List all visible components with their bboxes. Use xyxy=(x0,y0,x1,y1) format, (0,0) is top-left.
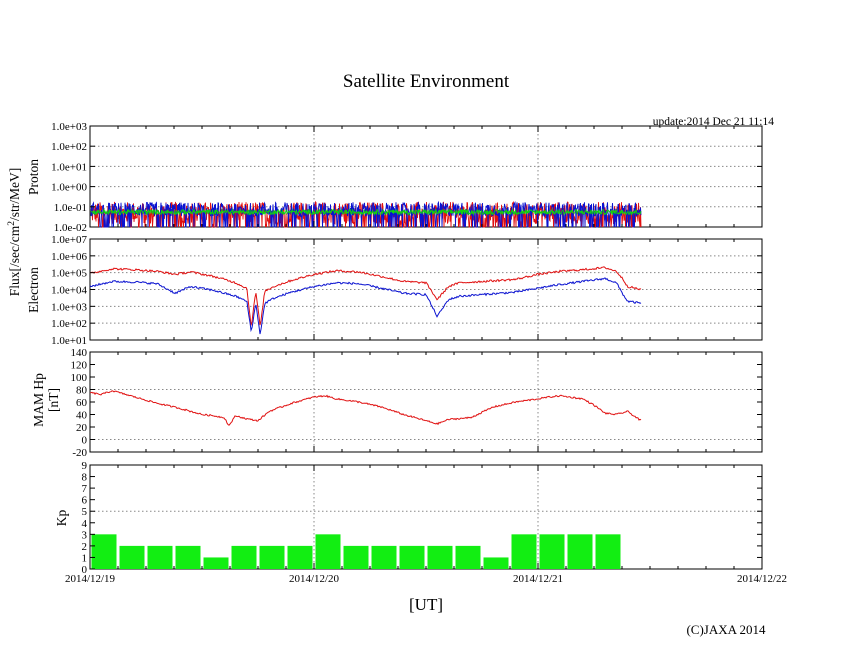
kp-bar xyxy=(343,545,369,569)
y-tick-label: 1.0e-02 xyxy=(54,222,87,234)
y-tick-label: 1.0e+01 xyxy=(51,161,87,173)
kp-bar xyxy=(539,534,565,569)
y-tick-label: 8 xyxy=(82,472,88,484)
mam-hp-ylabel: MAM Hp xyxy=(31,373,46,427)
update-timestamp: update:2014 Dec 21 11:14 xyxy=(653,116,775,128)
kp-bar xyxy=(567,534,593,569)
kp-bar xyxy=(399,545,425,569)
kp-bar xyxy=(511,534,537,569)
kp-bar xyxy=(427,545,453,569)
y-tick-label: 1.0e+05 xyxy=(51,268,87,280)
kp-bar xyxy=(203,557,229,569)
y-tick-label: 0 xyxy=(82,564,88,576)
y-tick-label: 1.0e+06 xyxy=(51,251,87,263)
data-series xyxy=(89,200,642,569)
electron-red-line xyxy=(89,266,642,326)
y-tick-label: 40 xyxy=(76,410,88,422)
y-tick-label: 100 xyxy=(71,372,88,384)
y-tick-label: 4 xyxy=(82,518,88,530)
y-tick-label: 2 xyxy=(82,541,88,553)
mam-hp-red-line xyxy=(89,390,642,426)
y-tick-label: 3 xyxy=(82,529,88,541)
x-tick-label: 2014/12/22 xyxy=(737,573,787,585)
y-tick-label: -20 xyxy=(72,447,87,459)
kp-bar xyxy=(483,557,509,569)
mam-hp-panel-frame xyxy=(89,351,763,453)
copyright: (C)JAXA 2014 xyxy=(686,622,766,637)
y-tick-label: 0 xyxy=(82,435,88,447)
y-tick-label: 60 xyxy=(76,397,88,409)
y-tick-label: 1.0e+02 xyxy=(51,318,87,330)
kp-bar xyxy=(231,545,257,569)
y-tick-label: 20 xyxy=(76,422,88,434)
x-axis-label: [UT] xyxy=(409,595,443,614)
axis-ticks: 1.0e-02 1.0e-01 1.0e+00 1.0e+01 1.0e+02 1.0e+… xyxy=(51,121,787,585)
y-tick-label: 80 xyxy=(76,385,88,397)
kp-bar xyxy=(259,545,285,569)
y-tick-label: 140 xyxy=(71,347,88,359)
y-tick-label: 7 xyxy=(82,483,88,495)
kp-bar xyxy=(371,545,397,569)
kp-bar xyxy=(175,545,201,569)
proton-ylabel: Proton xyxy=(26,159,41,195)
y-tick-label: 5 xyxy=(82,506,88,518)
y-tick-label: 120 xyxy=(71,360,88,372)
kp-bar xyxy=(455,545,481,569)
x-tick-label: 2014/12/21 xyxy=(513,573,563,585)
electron-blue-line xyxy=(89,277,642,335)
kp-bar xyxy=(595,534,621,569)
y-tick-label: 1.0e+00 xyxy=(51,182,87,194)
y-tick-label: 1.0e+03 xyxy=(51,121,87,133)
electron-ylabel: Electron xyxy=(26,267,41,313)
x-tick-label: 2014/12/19 xyxy=(65,573,116,585)
proton-green-line xyxy=(90,208,642,217)
y-tick-label: 1.0e+02 xyxy=(51,141,87,153)
y-tick-label: 1.0e-01 xyxy=(54,202,87,214)
y-tick-label: 1.0e+07 xyxy=(51,234,87,246)
y-tick-label: 1.0e+04 xyxy=(51,285,87,297)
x-tick-label: 2014/12/20 xyxy=(289,573,340,585)
y-tick-label: 1.0e+01 xyxy=(51,335,87,347)
y-tick-label: 9 xyxy=(82,460,88,472)
kp-bar xyxy=(119,545,145,569)
proton-blue-line xyxy=(90,200,642,228)
mam-hp-unit-ylabel: [nT] xyxy=(46,388,61,412)
kp-bar xyxy=(91,534,117,569)
kp-bar xyxy=(287,545,313,569)
proton-red-line xyxy=(90,200,642,228)
chart-title: Satellite Environment xyxy=(343,71,510,92)
y-tick-label: 6 xyxy=(82,495,88,507)
kp-ylabel: Kp xyxy=(54,510,69,527)
kp-bar xyxy=(147,545,173,569)
flux-ylabel: Flux[/sec/cm2/str/MeV] xyxy=(7,168,22,297)
grid-lines xyxy=(90,126,762,569)
kp-bar xyxy=(315,534,341,569)
y-tick-label: 1 xyxy=(82,552,88,564)
y-tick-label: 1.0e+03 xyxy=(51,301,87,313)
